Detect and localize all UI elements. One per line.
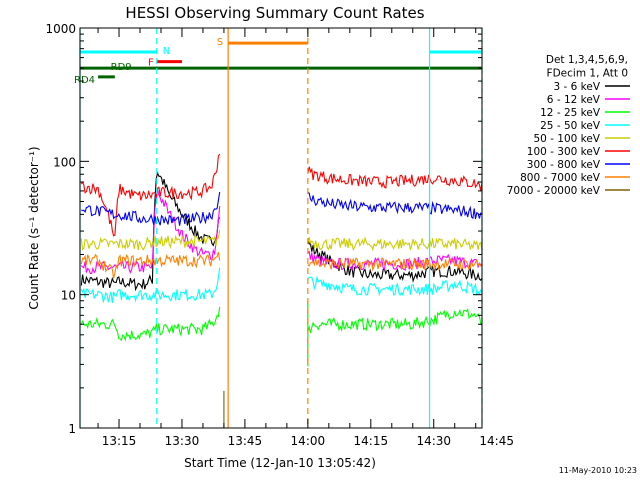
series-line-4-seg1 bbox=[80, 267, 221, 304]
series-line-1-seg2 bbox=[307, 238, 483, 283]
flag-label-f: F bbox=[148, 58, 154, 69]
legend-label-5: 50 - 100 keV bbox=[533, 133, 600, 145]
flag-label-rd4: RD4 bbox=[74, 75, 95, 86]
series-line-5-seg1 bbox=[80, 229, 221, 251]
x-tick-label: 13:45 bbox=[228, 434, 263, 448]
y-axis: 1 10 100 1000 bbox=[45, 22, 482, 436]
x-tick-label: 13:30 bbox=[165, 434, 200, 448]
series-line-7-seg1 bbox=[81, 191, 221, 226]
legend-header-1: Det 1,3,4,5,6,9, bbox=[546, 54, 628, 66]
series-line-7-seg2 bbox=[307, 191, 483, 220]
legend: Det 1,3,4,5,6,9, FDecim 1, Att 03 - 6 keV… bbox=[507, 54, 630, 197]
x-tick-label: 14:30 bbox=[416, 434, 451, 448]
flag-label-rd9: RD9 bbox=[111, 62, 132, 73]
series-line-8-seg2 bbox=[307, 257, 482, 272]
series-line-6-seg1 bbox=[80, 153, 221, 237]
timestamp: 11-May-2010 10:23 bbox=[559, 466, 637, 475]
y-tick-label: 1 bbox=[68, 422, 76, 436]
plot-frame bbox=[79, 27, 483, 429]
flag-label-s: S bbox=[217, 37, 223, 48]
x-axis-label: Start Time (12-Jan-10 13:05:42) bbox=[184, 456, 376, 470]
legend-label-2: 6 - 12 keV bbox=[547, 94, 601, 106]
y-tick-label: 1000 bbox=[45, 22, 76, 36]
y-tick-label: 100 bbox=[53, 155, 76, 169]
series-line-6-seg2 bbox=[307, 166, 483, 191]
y-axis-label: Count Rate (s⁻¹ detector⁻¹) bbox=[27, 146, 41, 309]
x-axis: 13:15 13:30 13:45 14:00 14:15 14:30 14:45 bbox=[97, 28, 514, 448]
x-tick-label: 14:00 bbox=[291, 434, 326, 448]
legend-label-9: 7000 - 20000 keV bbox=[507, 185, 601, 197]
series-line-3-seg1 bbox=[80, 306, 221, 342]
x-tick-label: 14:15 bbox=[354, 434, 389, 448]
legend-label-4: 25 - 50 keV bbox=[540, 120, 601, 132]
series-line-2-seg2 bbox=[307, 250, 483, 271]
legend-label-6: 100 - 300 keV bbox=[527, 146, 601, 158]
series-line-3-seg2 bbox=[307, 307, 483, 334]
chart-title: HESSI Observing Summary Count Rates bbox=[125, 4, 424, 22]
legend-label-3: 12 - 25 keV bbox=[540, 107, 601, 119]
series-line-4-seg2 bbox=[307, 275, 483, 297]
legend-header-2: FDecim 1, Att 0 bbox=[547, 68, 628, 80]
y-tick-label: 10 bbox=[61, 289, 76, 303]
series-line-1-seg1 bbox=[80, 171, 221, 292]
vline-layer bbox=[79, 28, 483, 428]
flag-label-n: N bbox=[163, 46, 170, 57]
legend-label-1: 3 - 6 keV bbox=[553, 81, 600, 93]
series-layer bbox=[80, 153, 483, 428]
x-tick-label: 14:45 bbox=[479, 434, 514, 448]
flag-layer: NF S RD9 RD4 bbox=[74, 37, 482, 86]
series-line-5-seg2 bbox=[307, 236, 483, 252]
legend-label-7: 300 - 800 keV bbox=[527, 159, 601, 171]
series-line-8-seg1 bbox=[80, 251, 221, 279]
legend-label-8: 800 - 7000 keV bbox=[520, 172, 601, 184]
x-tick-label: 13:15 bbox=[102, 434, 137, 448]
